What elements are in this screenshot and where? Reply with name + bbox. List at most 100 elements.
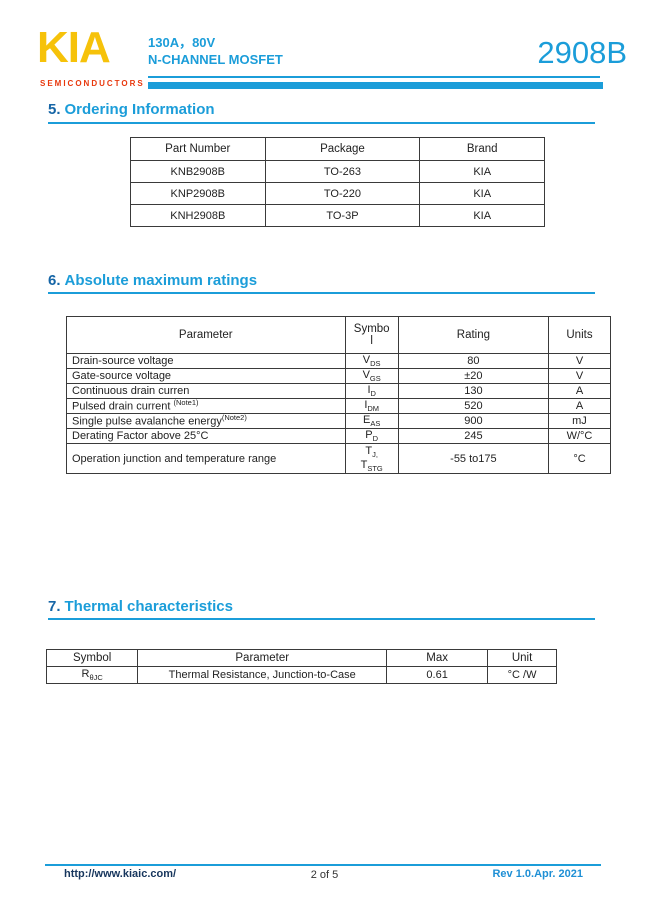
section-number: 5.: [48, 101, 61, 118]
ratings-col-rating: Rating: [397, 316, 549, 354]
symbol-main: V: [362, 369, 370, 382]
ratings-col-symbol: Symbo l: [344, 316, 399, 354]
thermal-col-parameter: Parameter: [137, 649, 388, 667]
brand-cell: KIA: [419, 204, 545, 227]
thermal-col-symbol: Symbol: [45, 649, 139, 667]
ordering-col-part-number: Part Number: [130, 137, 266, 161]
parameter-note: (Note2): [221, 413, 247, 423]
symbol-subscript: θJC: [89, 673, 103, 683]
symbol-subscript: GS: [369, 374, 381, 384]
ratings-header-row: Parameter Symbo l Rating Units: [66, 316, 612, 354]
parameter-cell: Derating Factor above 25°C: [66, 428, 346, 444]
thermal-header-row: Symbol Parameter Max Unit: [45, 649, 557, 667]
footer-rule: [45, 864, 601, 866]
table-row: KNB2908B TO-263 KIA: [130, 160, 545, 183]
thermal-col-unit: Unit: [487, 649, 557, 667]
table-row: KNP2908B TO-220 KIA: [130, 182, 545, 205]
symbol-cell: IDM: [344, 398, 399, 414]
thermal-col-max: Max: [386, 649, 489, 667]
parameter-cell: Drain-source voltage: [66, 353, 346, 369]
logo-subtext: SEMICONDUCTORS: [40, 79, 145, 88]
package-cell: TO-3P: [264, 204, 421, 227]
parameter-text: Pulsed drain current: [72, 400, 174, 413]
footer-website-link[interactable]: http://www.kiaic.com/: [64, 868, 177, 880]
symbol-main: I: [364, 399, 368, 412]
parameter-cell: Continuous drain curren: [66, 383, 346, 399]
table-row: KNH2908B TO-3P KIA: [130, 204, 545, 227]
parameter-cell: Thermal Resistance, Junction-to-Case: [137, 666, 388, 684]
symbol-cell: TJ, TSTG: [344, 443, 399, 474]
header-subtitle-line1: 130A，80V: [148, 35, 216, 50]
symbol-main: V: [362, 354, 371, 367]
part-number-title: 2908B: [537, 35, 627, 70]
part-number-cell: KNB2908B: [130, 160, 266, 183]
parameter-note: (Note1): [173, 398, 199, 408]
section-underline-ratings: [48, 292, 595, 294]
rating-cell: 80: [397, 353, 549, 369]
table-row: Continuous drain curren ID 130 A: [66, 383, 612, 399]
rating-cell: 130: [397, 383, 549, 399]
symbol-cell: ID: [344, 383, 399, 399]
part-number-cell: KNP2908B: [130, 182, 266, 205]
table-row: Drain-source voltage VDS 80 V: [66, 353, 612, 369]
page-number: 2 of 5: [310, 869, 339, 881]
table-row: Pulsed drain current (Note1) IDM 520 A: [66, 398, 612, 414]
ordering-header-row: Part Number Package Brand: [130, 137, 545, 161]
brand-cell: KIA: [419, 160, 545, 183]
section-underline-thermal: [48, 618, 595, 620]
units-cell: V: [547, 353, 612, 369]
table-row: Gate-source voltage VGS ±20 V: [66, 368, 612, 384]
header-rule-thick: [148, 82, 603, 89]
max-cell: 0.61: [386, 666, 489, 684]
units-cell: W/°C: [547, 428, 612, 444]
symbol-main: R: [81, 668, 90, 681]
table-row: RθJC Thermal Resistance, Junction-to-Cas…: [45, 666, 557, 684]
units-cell: °C: [547, 443, 612, 474]
ratings-col-units: Units: [547, 316, 612, 354]
units-cell: A: [547, 383, 612, 399]
rating-cell: 900: [397, 413, 549, 429]
parameter-cell: Operation junction and temperature range: [66, 443, 346, 474]
symbol-cell: VDS: [344, 353, 399, 369]
kia-logo: KIA: [37, 23, 111, 72]
section-title: Thermal characteristics: [64, 598, 233, 615]
part-number-cell: KNH2908B: [130, 204, 266, 227]
package-cell: TO-263: [264, 160, 421, 183]
section-number: 6.: [48, 272, 61, 289]
header-subtitle: 130A，80V N-CHANNEL MOSFET: [148, 34, 283, 68]
table-row: Derating Factor above 25°C PD 245 W/°C: [66, 428, 612, 444]
units-cell: mJ: [547, 413, 612, 429]
unit-cell: °C /W: [487, 666, 557, 684]
section-heading-thermal: 7. Thermal characteristics: [48, 598, 233, 616]
section-title: Absolute maximum ratings: [64, 272, 258, 289]
symbol-subscript: D: [370, 389, 376, 399]
units-cell: V: [547, 368, 612, 384]
parameter-text: Single pulse avalanche energy: [72, 415, 222, 428]
ordering-table: Part Number Package Brand KNB2908B TO-26…: [130, 137, 545, 227]
parameter-cell: Single pulse avalanche energy(Note2): [66, 413, 346, 429]
symbol-line2: TSTG: [349, 459, 395, 473]
ordering-col-brand: Brand: [419, 137, 545, 161]
parameter-cell: Gate-source voltage: [66, 368, 346, 384]
rating-cell: 245: [397, 428, 549, 444]
symbol-main: E: [363, 414, 371, 427]
package-cell: TO-220: [264, 182, 421, 205]
symbol-main: P: [365, 429, 373, 442]
table-row: Operation junction and temperature range…: [66, 443, 612, 474]
header-subtitle-line2: N-CHANNEL MOSFET: [148, 52, 283, 67]
ratings-col-parameter: Parameter: [66, 316, 346, 354]
symbol-cell: RθJC: [45, 666, 139, 684]
symbol-subscript: STG: [367, 463, 383, 473]
symbol-line1: TJ,: [349, 445, 395, 459]
ordering-col-package: Package: [264, 137, 421, 161]
parameter-cell: Pulsed drain current (Note1): [66, 398, 346, 414]
symbol-cell: EAS: [344, 413, 399, 429]
symbol-subscript: J,: [372, 450, 378, 459]
section-title: Ordering Information: [64, 101, 215, 118]
absolute-maximum-ratings-table: Parameter Symbo l Rating Units Drain-sou…: [66, 316, 612, 474]
section-heading-ordering: 5. Ordering Information: [48, 101, 215, 119]
units-cell: A: [547, 398, 612, 414]
rating-cell: 520: [397, 398, 549, 414]
symbol-subscript: D: [372, 434, 379, 444]
